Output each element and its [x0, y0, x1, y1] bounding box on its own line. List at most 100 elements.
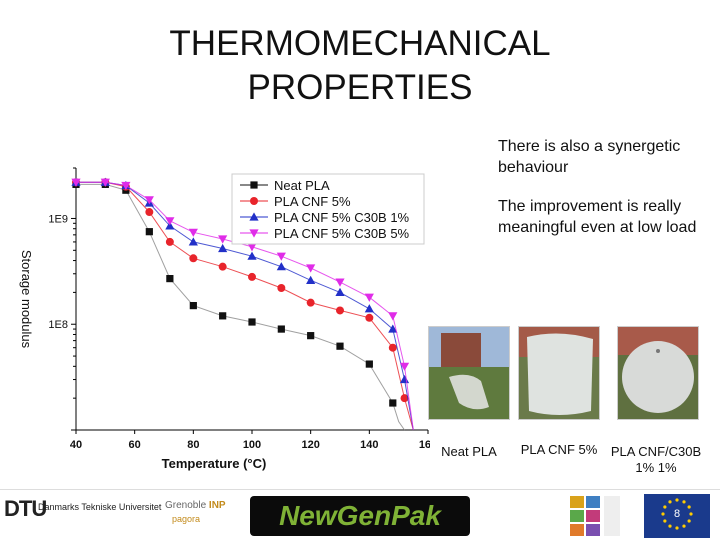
series-4-point	[276, 252, 286, 261]
inp-text: INP	[208, 500, 226, 511]
photo-pla-cnf-c30b-image	[618, 327, 698, 419]
x-tick-label: 160	[419, 439, 430, 451]
x-tick-label: 80	[187, 439, 199, 451]
slide-title-line1: THERMOMECHANICAL	[169, 24, 551, 63]
eu-star	[675, 526, 679, 530]
series-1-point	[365, 360, 373, 368]
series-4-point	[335, 278, 345, 287]
series-2-point	[145, 208, 154, 217]
series-2-point	[400, 394, 409, 403]
series-4-point	[100, 178, 110, 187]
eu-flag-logo: 8	[644, 494, 710, 538]
x-tick-label: 120	[301, 439, 319, 451]
series-4-point	[165, 217, 175, 226]
series-2-point	[365, 313, 374, 322]
photo-neat-pla-image	[429, 327, 509, 419]
series-2-point	[277, 284, 286, 293]
eu-star	[682, 500, 686, 504]
note-improvement: The improvement is really meaningful eve…	[498, 198, 697, 236]
photo-pla-cnf-c30b	[617, 326, 699, 420]
series-3-point	[165, 221, 175, 230]
eu-star	[668, 500, 672, 504]
legend-marker	[250, 197, 258, 205]
x-axis-label: Temperature (°C)	[162, 456, 267, 471]
y-axis-label: Storage modulus	[19, 250, 34, 349]
eu-star	[663, 505, 667, 509]
series-3-point	[276, 262, 286, 271]
series-2-point	[248, 272, 256, 281]
grenoble-inp-logo: Grenoble INP	[165, 500, 226, 511]
note-synergetic: There is also a synergetic behaviour	[498, 138, 681, 176]
eu-star	[668, 524, 672, 528]
series-2-point	[218, 262, 227, 271]
series-4-point	[188, 228, 198, 237]
newgenpak-logo: NewGenPak	[250, 496, 470, 536]
photo-label-neat-pla: Neat PLA	[441, 444, 497, 459]
dtu-logo: DTU	[4, 496, 47, 521]
legend-box	[231, 173, 425, 245]
legend-entry: PLA CNF 5%	[274, 194, 351, 209]
series-4-point	[306, 264, 316, 273]
photo-label-pla-cnf: PLA CNF 5%	[520, 442, 598, 457]
y-tick-label: 1E9	[48, 213, 68, 225]
legend-marker	[249, 212, 259, 221]
legend-entry: PLA CNF 5% C30B 1%	[274, 210, 410, 225]
series-1-point	[307, 332, 315, 340]
x-tick-label: 60	[129, 439, 141, 451]
series-3-point	[364, 304, 374, 313]
eu-star	[682, 524, 686, 528]
eu-star	[689, 512, 693, 516]
eu-star	[661, 512, 665, 516]
series-3-point	[188, 237, 198, 246]
series-3-point	[335, 287, 345, 296]
legend-entry: Neat PLA	[274, 178, 330, 193]
x-tick-label: 140	[360, 439, 378, 451]
eu-star	[687, 505, 691, 509]
series-3-point	[399, 374, 410, 384]
legend-marker	[250, 181, 258, 189]
series-2-point	[336, 306, 344, 315]
series-4-point	[71, 178, 81, 187]
eu-star	[675, 498, 679, 502]
legend-marker	[249, 229, 259, 238]
series-2-point	[306, 298, 315, 307]
slide-title-line2: PROPERTIES	[247, 68, 473, 107]
series-1-point	[145, 228, 153, 236]
grenoble-text: Grenoble	[165, 500, 207, 511]
series-1-point	[189, 302, 197, 310]
newgenpak-text: NewGenPak	[279, 500, 441, 531]
marie-curie-actions-logo	[570, 496, 620, 536]
eu-star	[663, 519, 667, 523]
series-3-point	[306, 275, 316, 284]
photo-label-pla-cnf-c30b: PLA CNF/C30B 1% 1%	[610, 444, 702, 475]
photo-pla-cnf	[518, 326, 600, 420]
slide-title: THERMOMECHANICAL PROPERTIES	[0, 22, 720, 110]
series-4-point	[364, 293, 374, 302]
page-number: 8	[673, 508, 681, 520]
series-1-point	[166, 275, 174, 283]
eu-star	[687, 519, 691, 523]
series-2-point	[388, 343, 397, 352]
photo-pla-cnf-image	[519, 327, 599, 419]
series-3-point	[247, 251, 257, 260]
dtu-name: Danmarks Tekniske Universitet	[38, 502, 162, 512]
y-tick-label: 1E8	[48, 319, 68, 331]
eu-stars-icon	[661, 498, 693, 530]
series-1-point	[389, 399, 397, 407]
series-2-point	[189, 254, 198, 263]
series-3-point	[218, 243, 228, 253]
legend-entry: PLA CNF 5% C30B 5%	[274, 226, 410, 241]
series-4-point	[121, 181, 131, 191]
series-4-point	[399, 362, 410, 371]
series-4-point	[388, 312, 398, 321]
x-tick-label: 100	[243, 439, 261, 451]
series-4-point	[218, 235, 228, 244]
series-3-point	[388, 324, 398, 333]
series-1-point	[277, 325, 285, 333]
series-1-point	[219, 312, 227, 320]
series-4-point	[247, 243, 257, 252]
x-tick-label: 40	[70, 439, 82, 451]
pagora-text: pagora	[172, 514, 201, 524]
storage-modulus-chart: 40 60 80 100 120 140 160 1E9 1E8 Temperature (°C)…	[19, 167, 430, 471]
series-1-point	[248, 318, 256, 326]
